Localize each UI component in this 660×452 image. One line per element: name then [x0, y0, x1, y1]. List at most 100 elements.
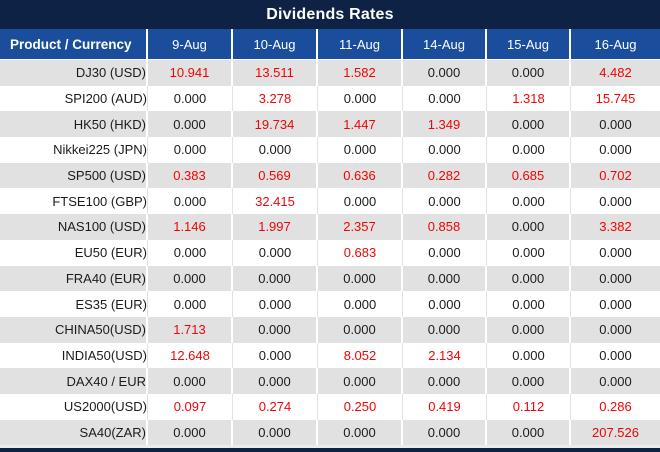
value-cell: 0.000: [148, 291, 233, 317]
value-cell: 15.745: [571, 85, 660, 112]
value-cell: 0.000: [487, 342, 571, 369]
value-cell: 0.636: [318, 162, 403, 189]
value-cell: 0.702: [571, 162, 660, 189]
value-cell: 0.685: [487, 162, 571, 189]
product-cell: SA40(ZAR): [0, 419, 148, 446]
value-cell: 13.511: [233, 60, 318, 86]
value-cell: 0.000: [487, 60, 571, 86]
value-cell: 32.415: [233, 188, 318, 215]
value-cell: 0.000: [233, 239, 318, 266]
value-cell: 0.000: [571, 291, 660, 317]
table-row: SA40(ZAR) 0.000 0.000 0.000 0.000 0.000 207.52…: [0, 419, 660, 446]
value-cell: 0.286: [571, 393, 660, 420]
value-cell: 4.482: [571, 60, 660, 86]
value-cell: 207.526: [571, 419, 660, 446]
value-cell: 0.683: [318, 239, 403, 266]
value-cell: 0.000: [571, 188, 660, 215]
value-cell: 0.858: [403, 214, 487, 240]
value-cell: 0.000: [487, 316, 571, 343]
value-cell: 0.000: [487, 111, 571, 138]
value-cell: 19.734: [233, 111, 318, 138]
value-cell: 0.000: [148, 188, 233, 215]
value-cell: 0.000: [403, 291, 487, 317]
product-cell: HK50 (HKD): [0, 111, 148, 138]
value-cell: 0.000: [571, 368, 660, 394]
value-cell: 0.000: [571, 265, 660, 292]
column-header-date: 15-Aug: [487, 29, 571, 60]
value-cell: 1.146: [148, 214, 233, 240]
product-cell: NAS100 (USD): [0, 214, 148, 240]
table-row: ES35 (EUR) 0.000 0.000 0.000 0.000 0.000 0.000: [0, 291, 660, 317]
value-cell: 0.000: [571, 316, 660, 343]
product-cell: CHINA50(USD): [0, 316, 148, 343]
value-cell: 0.000: [403, 137, 487, 163]
value-cell: 0.000: [318, 368, 403, 394]
dividends-table: Product / Currency 9-Aug 10-Aug 11-Aug 14-Au…: [0, 29, 660, 446]
table-row: EU50 (EUR) 0.000 0.000 0.683 0.000 0.000 0.000: [0, 239, 660, 266]
table-row: HK50 (HKD) 0.000 19.734 1.447 1.349 0.000 0.00…: [0, 111, 660, 138]
value-cell: 10.941: [148, 60, 233, 86]
value-cell: 0.000: [487, 265, 571, 292]
value-cell: 0.000: [403, 419, 487, 446]
value-cell: 0.000: [148, 419, 233, 446]
value-cell: 3.382: [571, 214, 660, 240]
value-cell: 0.000: [403, 60, 487, 86]
value-cell: 0.000: [233, 137, 318, 163]
column-header-date: 11-Aug: [318, 29, 403, 60]
column-header-date: 10-Aug: [233, 29, 318, 60]
table-row: INDIA50(USD) 12.648 0.000 8.052 2.134 0.000 0.…: [0, 342, 660, 369]
value-cell: 0.000: [233, 419, 318, 446]
value-cell: 0.000: [487, 291, 571, 317]
value-cell: 1.582: [318, 60, 403, 86]
value-cell: 0.000: [487, 214, 571, 240]
table-row: CHINA50(USD) 1.713 0.000 0.000 0.000 0.000 0.0…: [0, 316, 660, 343]
value-cell: 0.000: [233, 342, 318, 369]
product-cell: DAX40 / EUR: [0, 368, 148, 394]
product-cell: FRA40 (EUR): [0, 265, 148, 292]
product-cell: US2000(USD): [0, 393, 148, 420]
value-cell: 0.000: [148, 111, 233, 138]
product-cell: SP500 (USD): [0, 162, 148, 189]
title-bar: Dividends Rates: [0, 0, 660, 29]
value-cell: 12.648: [148, 342, 233, 369]
bottom-bar: [0, 448, 660, 452]
value-cell: 2.134: [403, 342, 487, 369]
value-cell: 0.000: [487, 137, 571, 163]
column-header-product: Product / Currency: [0, 29, 148, 60]
value-cell: 0.000: [318, 316, 403, 343]
value-cell: 0.000: [233, 265, 318, 292]
value-cell: 0.000: [318, 419, 403, 446]
table-row: SP500 (USD) 0.383 0.569 0.636 0.282 0.685 0.70…: [0, 162, 660, 189]
table-row: SPI200 (AUD) 0.000 3.278 0.000 0.000 1.318 15.…: [0, 85, 660, 112]
value-cell: 0.383: [148, 162, 233, 189]
value-cell: 0.000: [403, 316, 487, 343]
table-row: DJ30 (USD) 10.941 13.511 1.582 0.000 0.000 4.4…: [0, 60, 660, 86]
value-cell: 0.569: [233, 162, 318, 189]
value-cell: 0.000: [148, 368, 233, 394]
value-cell: 0.000: [403, 239, 487, 266]
value-cell: 0.000: [318, 85, 403, 112]
value-cell: 2.357: [318, 214, 403, 240]
value-cell: 0.097: [148, 393, 233, 420]
product-cell: SPI200 (AUD): [0, 85, 148, 112]
column-header-date: 9-Aug: [148, 29, 233, 60]
value-cell: 0.000: [148, 85, 233, 112]
value-cell: 0.000: [148, 239, 233, 266]
value-cell: 0.000: [571, 111, 660, 138]
value-cell: 0.000: [403, 265, 487, 292]
value-cell: 0.000: [403, 85, 487, 112]
value-cell: 0.112: [487, 393, 571, 420]
value-cell: 0.000: [403, 368, 487, 394]
value-cell: 0.000: [403, 188, 487, 215]
value-cell: 0.000: [318, 188, 403, 215]
page-title: Dividends Rates: [266, 5, 394, 23]
product-cell: DJ30 (USD): [0, 60, 148, 86]
table-row: Nikkei225 (JPN) 0.000 0.000 0.000 0.000 0.000…: [0, 137, 660, 163]
value-cell: 0.250: [318, 393, 403, 420]
value-cell: 1.997: [233, 214, 318, 240]
value-cell: 0.000: [233, 316, 318, 343]
table-row: FTSE100 (GBP) 0.000 32.415 0.000 0.000 0.000 0…: [0, 188, 660, 215]
value-cell: 0.419: [403, 393, 487, 420]
column-header-date: 16-Aug: [571, 29, 660, 60]
value-cell: 1.713: [148, 316, 233, 343]
